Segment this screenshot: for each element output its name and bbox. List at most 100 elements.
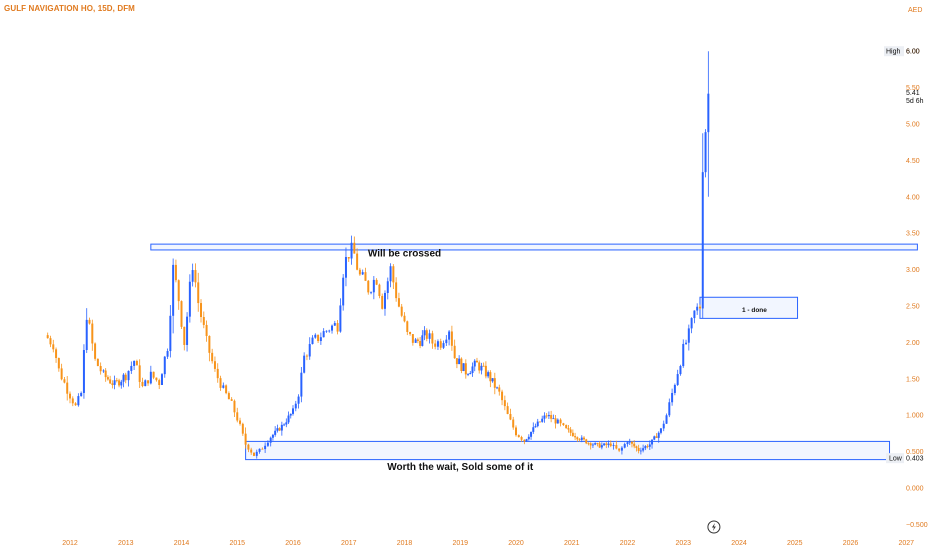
- candle-body: [386, 281, 389, 293]
- candle-body: [696, 306, 699, 311]
- candle-body: [543, 415, 546, 419]
- y-tick-label: 4.00: [906, 194, 920, 201]
- candle-body: [264, 445, 267, 450]
- candle-body: [77, 396, 80, 406]
- candle-body: [475, 360, 478, 363]
- candle-body: [120, 381, 123, 386]
- candle-body: [569, 429, 572, 433]
- candle-body: [534, 426, 537, 428]
- candle-body: [630, 441, 633, 444]
- x-tick-label: 2012: [62, 540, 78, 547]
- candle-body: [144, 380, 147, 387]
- candle-body: [425, 330, 428, 339]
- y-tick-label: 3.50: [906, 231, 920, 238]
- candle-body: [331, 325, 334, 331]
- candle-body: [104, 370, 107, 378]
- candle-body: [462, 363, 465, 371]
- candle-body: [106, 377, 109, 380]
- candle-body: [532, 427, 535, 432]
- candle-body: [406, 321, 409, 332]
- candle-body: [305, 355, 308, 357]
- candle-body: [515, 427, 517, 436]
- candle-body: [141, 381, 144, 387]
- candle-body: [113, 380, 116, 385]
- candle-body: [314, 334, 317, 338]
- candle-body: [205, 324, 208, 336]
- candle-body: [693, 310, 696, 319]
- annotation-box-2: [245, 440, 891, 461]
- candle-body: [258, 448, 261, 452]
- candle-body: [671, 392, 674, 403]
- candle-body: [319, 337, 322, 342]
- candle-body: [57, 358, 60, 369]
- candle-body: [676, 374, 679, 385]
- candle-body: [197, 282, 200, 304]
- high-marker-label: High: [886, 49, 901, 56]
- x-tick-label: 2020: [508, 540, 524, 547]
- candle-body: [607, 443, 610, 445]
- candle-body: [685, 342, 688, 344]
- y-tick-label: 4.50: [906, 158, 920, 165]
- candle-body: [554, 418, 557, 424]
- candle-body: [378, 284, 381, 296]
- candle-body: [594, 443, 597, 445]
- candle-body: [191, 270, 194, 282]
- candle-body: [701, 172, 704, 309]
- candle-body: [233, 400, 236, 413]
- candle-body: [124, 374, 127, 381]
- candle-body: [448, 331, 451, 340]
- candle-body: [111, 383, 114, 385]
- x-tick-label: 2025: [787, 540, 803, 547]
- candle-body: [317, 334, 320, 342]
- candle-body: [498, 387, 501, 392]
- candle-body: [172, 264, 175, 316]
- candle-body: [520, 437, 523, 440]
- candle-body: [596, 443, 599, 444]
- candle-body: [169, 315, 172, 352]
- candle-body: [547, 415, 550, 417]
- candle-body: [274, 430, 277, 435]
- x-tick-label: 2026: [843, 540, 859, 547]
- candle-body: [639, 450, 642, 452]
- candle-body: [637, 447, 640, 451]
- x-tick-label: 2016: [285, 540, 301, 547]
- candle-body: [484, 365, 487, 377]
- candle-body: [501, 391, 504, 401]
- candle-body: [397, 298, 400, 307]
- candle-body: [252, 452, 255, 456]
- candle-body: [626, 442, 629, 445]
- candle-body: [445, 339, 448, 344]
- low-value: 0.403: [906, 456, 924, 463]
- candle-body: [480, 365, 483, 371]
- low-marker-label: Low: [889, 456, 903, 463]
- candle-body: [628, 441, 631, 443]
- last-price: 5.41: [906, 90, 920, 97]
- candle-body: [280, 424, 283, 431]
- y-tick-label: 2.50: [906, 304, 920, 311]
- candle-body: [578, 439, 581, 441]
- candle-body: [122, 374, 125, 382]
- candle-body: [589, 443, 592, 446]
- y-tick-label: 5.00: [906, 122, 920, 129]
- candle-body: [489, 372, 492, 382]
- x-tick-label: 2021: [564, 540, 580, 547]
- low-marker-bg: [886, 453, 904, 464]
- candle-body: [651, 439, 654, 445]
- candle-body: [615, 445, 618, 449]
- candle-body: [618, 448, 621, 451]
- candle-body: [403, 315, 406, 322]
- y-tick-label: 0.500: [906, 449, 924, 456]
- candle-body: [552, 418, 555, 420]
- candle-body: [633, 443, 636, 447]
- candle-body: [453, 345, 456, 359]
- candle-body: [389, 266, 392, 282]
- candle-body: [598, 443, 601, 448]
- candle-body: [188, 281, 191, 317]
- candle-body: [469, 372, 472, 375]
- candle-body: [344, 257, 347, 278]
- candle-body: [367, 280, 370, 293]
- candle-body: [509, 413, 512, 420]
- candle-body: [473, 360, 476, 367]
- candle-body: [571, 432, 574, 437]
